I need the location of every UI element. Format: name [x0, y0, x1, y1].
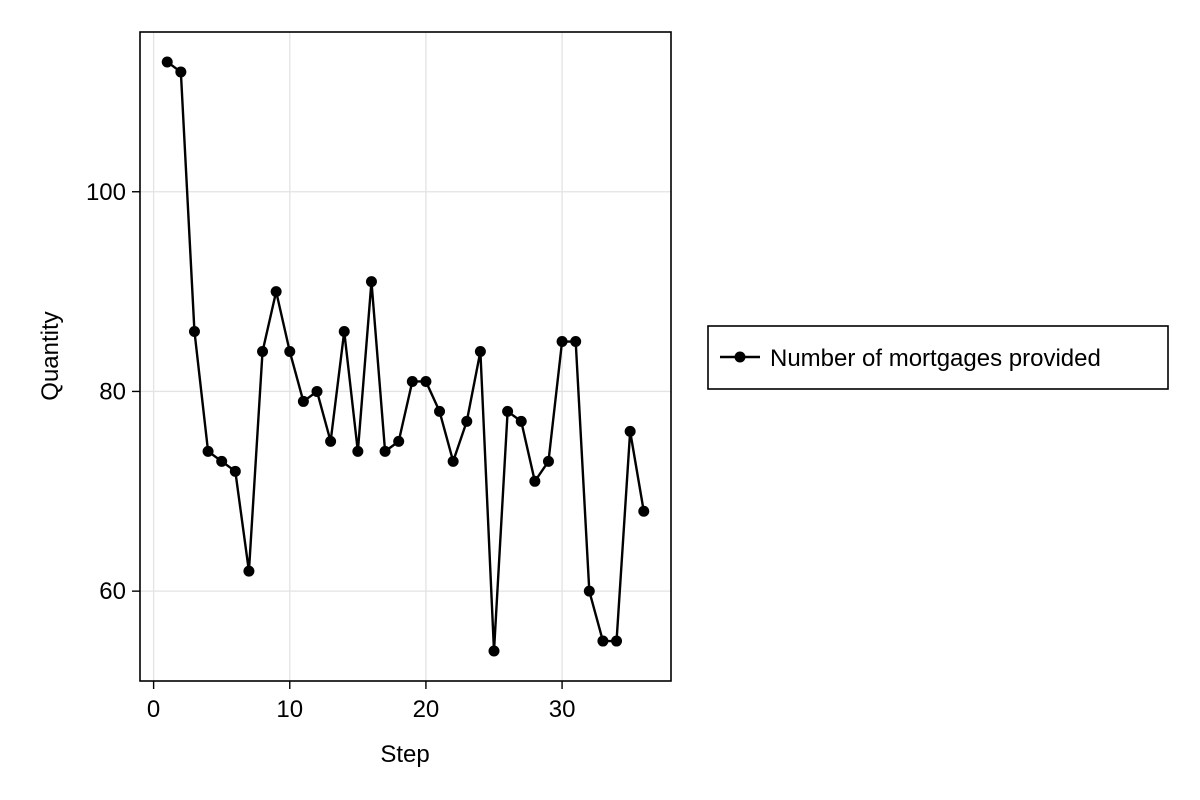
data-point — [175, 66, 187, 78]
data-point — [229, 465, 241, 477]
data-point — [188, 326, 200, 338]
data-point — [474, 346, 486, 358]
legend-box — [707, 325, 1169, 390]
series-layer — [161, 56, 650, 657]
y-tick-label: 80 — [99, 378, 126, 405]
data-point — [556, 336, 568, 348]
data-point — [488, 645, 500, 657]
data-point — [338, 326, 350, 338]
data-point — [161, 56, 173, 68]
x-tick-label: 10 — [276, 696, 303, 723]
y-tick-label: 60 — [99, 578, 126, 605]
data-point — [420, 375, 432, 387]
data-point — [297, 395, 309, 407]
y-axis-label: Quantity — [37, 311, 64, 400]
grid-lines — [140, 32, 671, 681]
data-point — [529, 475, 541, 487]
data-point — [597, 635, 609, 647]
data-point — [202, 445, 214, 457]
data-point — [257, 346, 269, 358]
data-point — [611, 635, 623, 647]
x-tick-label: 0 — [147, 696, 160, 723]
x-tick-label: 30 — [549, 696, 576, 723]
data-point — [583, 585, 595, 597]
x-axis-label: Step — [380, 741, 429, 768]
y-tick-label: 100 — [86, 179, 126, 206]
data-point — [352, 445, 364, 457]
data-point — [325, 435, 337, 447]
data-point — [434, 405, 446, 417]
legend-entry-label: Number of mortgages provided — [770, 345, 1101, 372]
data-point — [624, 425, 636, 437]
legend-marker-sample — [734, 351, 746, 363]
data-point — [393, 435, 405, 447]
data-point — [570, 336, 582, 348]
data-point — [406, 375, 418, 387]
data-point — [515, 415, 527, 427]
legend: Number of mortgages provided — [707, 325, 1169, 390]
data-point — [461, 415, 473, 427]
plot-frame — [139, 31, 672, 682]
data-point — [447, 455, 459, 467]
data-point — [243, 565, 255, 577]
data-point — [542, 455, 554, 467]
axis-ticks: 0 10 20 30 60 80 100 — [86, 179, 575, 723]
x-tick-label: 20 — [413, 696, 440, 723]
data-point — [379, 445, 391, 457]
data-point — [284, 346, 296, 358]
data-point — [502, 405, 514, 417]
series-line — [166, 60, 645, 653]
data-point — [216, 455, 228, 467]
data-point — [270, 286, 282, 298]
data-point — [365, 276, 377, 288]
data-point — [311, 385, 323, 397]
data-point — [638, 505, 650, 517]
